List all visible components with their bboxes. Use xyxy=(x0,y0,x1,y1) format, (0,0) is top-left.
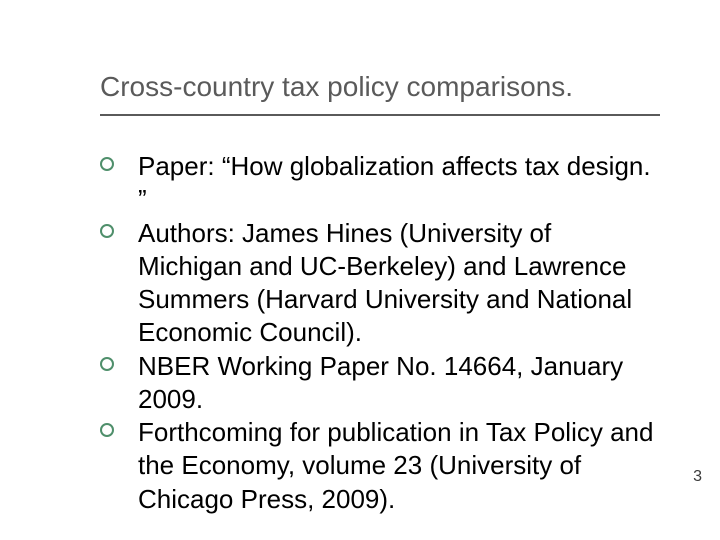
title-block: Cross-country tax policy comparisons. xyxy=(100,70,660,124)
list-item: Authors: James Hines (University of Mich… xyxy=(100,217,660,350)
body-block: Paper: “How globalization affects tax de… xyxy=(100,150,660,516)
bullet-text: Paper: “How globalization affects tax de… xyxy=(138,151,651,214)
slide: Cross-country tax policy comparisons. Pa… xyxy=(0,0,720,540)
bullet-circle-icon xyxy=(100,357,114,371)
title-underline xyxy=(100,114,660,116)
bullet-text: NBER Working Paper No. 14664, January 20… xyxy=(138,351,623,414)
list-item: Paper: “How globalization affects tax de… xyxy=(100,150,660,217)
list-item: Forthcoming for publication in Tax Polic… xyxy=(100,416,660,516)
bullet-circle-icon xyxy=(100,224,114,238)
bullet-circle-icon xyxy=(100,157,114,171)
bullet-text: Forthcoming for publication in Tax Polic… xyxy=(138,417,653,514)
bullet-text: Authors: James Hines (University of Mich… xyxy=(138,218,632,348)
bullet-circle-icon xyxy=(100,423,114,437)
page-number: 3 xyxy=(693,468,702,486)
bullet-list: Paper: “How globalization affects tax de… xyxy=(100,150,660,516)
slide-title: Cross-country tax policy comparisons. xyxy=(100,70,660,104)
list-item: NBER Working Paper No. 14664, January 20… xyxy=(100,350,660,417)
